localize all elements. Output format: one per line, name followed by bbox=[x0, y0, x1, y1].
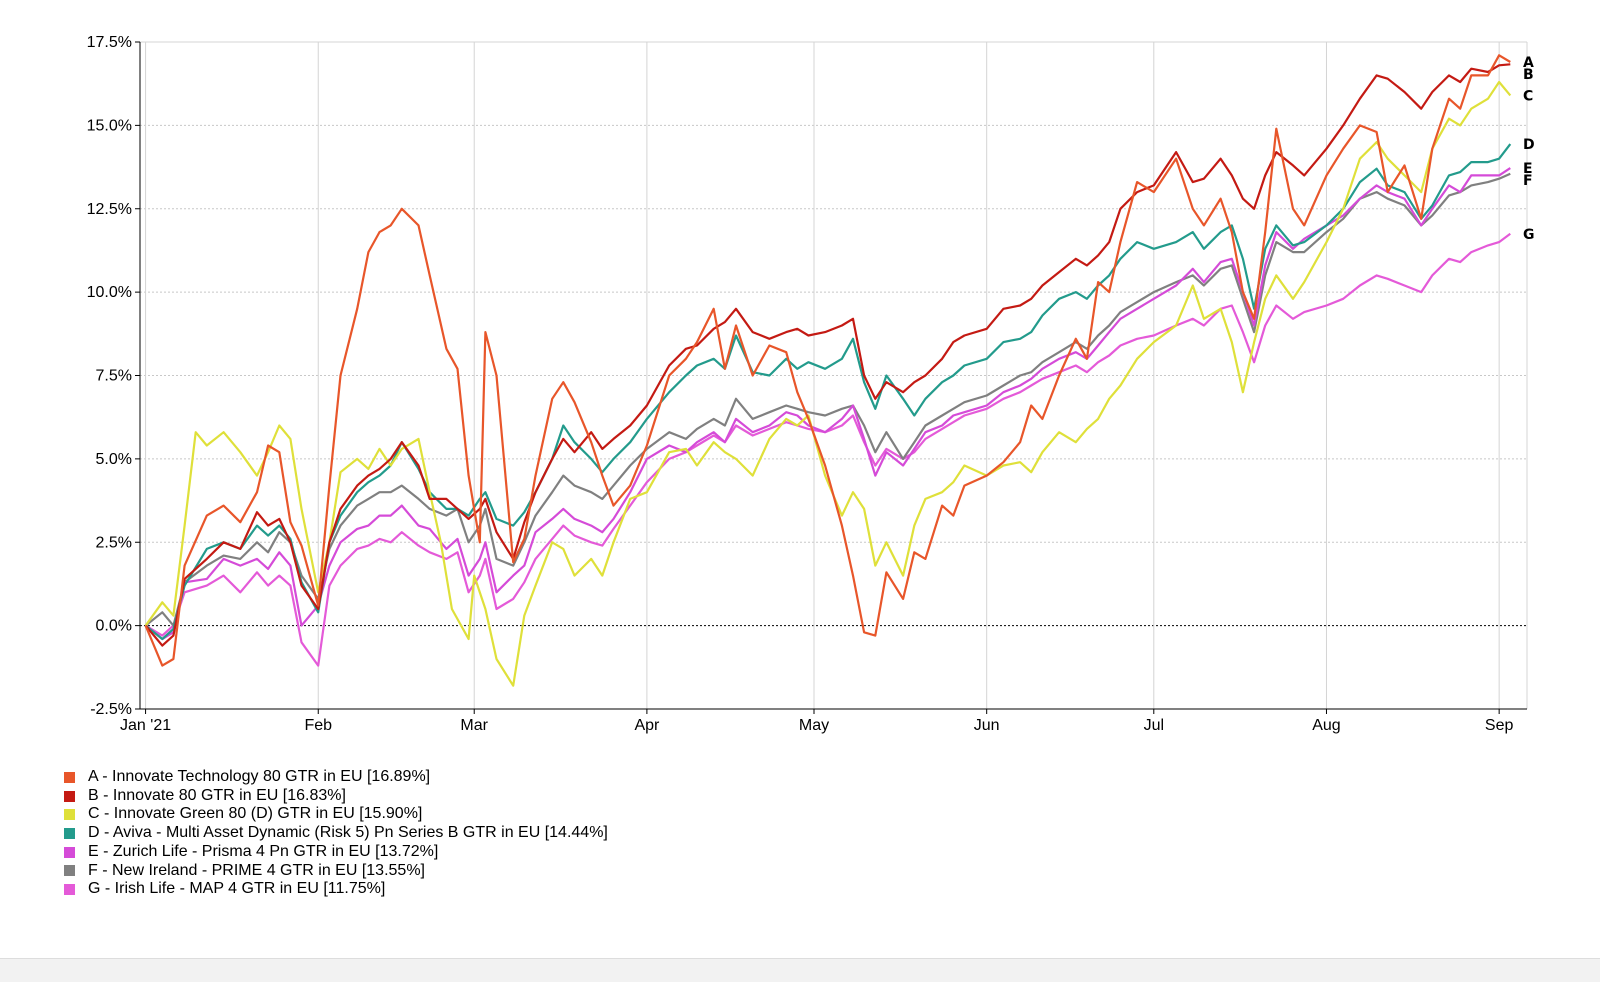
y-tick-label: 12.5% bbox=[87, 201, 132, 218]
series-end-label-b: B bbox=[1523, 67, 1534, 83]
legend-swatch bbox=[64, 771, 75, 783]
series-end-label-e: E bbox=[1523, 161, 1533, 177]
legend-label: B - Innovate 80 GTR in EU [16.83%] bbox=[88, 786, 346, 804]
x-axis-ticks: Jan '21 Feb Mar Apr May Jun Jul Aug Sep bbox=[120, 709, 1513, 734]
series-end-label-g: G bbox=[1523, 227, 1535, 243]
legend-label: E - Zurich Life - Prisma 4 Pn GTR in EU … bbox=[88, 842, 439, 860]
x-tick-label: Jan '21 bbox=[120, 717, 171, 734]
legend-item-b: B - Innovate 80 GTR in EU [16.83%] bbox=[64, 787, 608, 806]
series-line-f bbox=[144, 172, 1511, 627]
legend-label: G - Irish Life - MAP 4 GTR in EU [11.75%… bbox=[88, 880, 386, 898]
y-tick-label: -2.5% bbox=[90, 701, 132, 718]
legend-item-g: G - Irish Life - MAP 4 GTR in EU [11.75%… bbox=[64, 880, 608, 899]
legend-item-e: E - Zurich Life - Prisma 4 Pn GTR in EU … bbox=[64, 843, 608, 862]
series-line-e bbox=[144, 167, 1511, 641]
x-tick-label: Sep bbox=[1485, 717, 1514, 734]
y-tick-label: 15.0% bbox=[87, 117, 132, 134]
y-tick-label: 10.0% bbox=[87, 284, 132, 301]
y-tick-label: 7.5% bbox=[96, 368, 132, 385]
series-line-b bbox=[144, 63, 1511, 647]
legend-swatch bbox=[64, 827, 75, 839]
legend-swatch bbox=[64, 809, 75, 821]
y-tick-label: 2.5% bbox=[96, 534, 132, 551]
y-tick-label: 0.0% bbox=[96, 618, 132, 635]
x-tick-label: Jun bbox=[974, 717, 1000, 734]
legend: A - Innovate Technology 80 GTR in EU [16… bbox=[64, 768, 608, 899]
legend-item-c: C - Innovate Green 80 (D) GTR in EU [15.… bbox=[64, 805, 608, 824]
legend-label: A - Innovate Technology 80 GTR in EU [16… bbox=[88, 768, 431, 785]
line-chart: 17.5% 15.0% 12.5% 10.0% 7.5% 5.0% 2.5% 0.0% -2.5… bbox=[87, 34, 1535, 734]
series-end-label-a: A bbox=[1523, 55, 1534, 71]
series-line-d bbox=[144, 143, 1512, 641]
legend-label: C - Innovate Green 80 (D) GTR in EU [15.… bbox=[88, 805, 423, 823]
series-end-label-f: F bbox=[1523, 173, 1533, 189]
legend-item-d: D - Aviva - Multi Asset Dynamic (Risk 5)… bbox=[64, 824, 608, 843]
legend-label: D - Aviva - Multi Asset Dynamic (Risk 5)… bbox=[88, 824, 608, 842]
legend-swatch bbox=[64, 884, 75, 896]
axes bbox=[139, 41, 1528, 710]
legend-swatch bbox=[64, 865, 75, 877]
legend-swatch bbox=[64, 846, 75, 858]
legend-swatch bbox=[64, 790, 75, 802]
x-tick-label: May bbox=[799, 717, 829, 734]
series-end-label-c: C bbox=[1523, 88, 1533, 104]
legend-item-f: F - New Ireland - PRIME 4 GTR in EU [13.… bbox=[64, 862, 608, 881]
x-tick-label: Apr bbox=[634, 717, 660, 734]
series-lines bbox=[144, 54, 1512, 687]
series-end-labels: ABC DEF G bbox=[1523, 55, 1535, 243]
series-line-g bbox=[145, 232, 1511, 667]
y-axis-ticks: 17.5% 15.0% 12.5% 10.0% 7.5% 5.0% 2.5% 0.0% -2.5… bbox=[87, 34, 140, 718]
series-end-label-d: D bbox=[1523, 137, 1535, 153]
grid bbox=[140, 41, 1527, 709]
y-tick-label: 17.5% bbox=[87, 34, 132, 51]
legend-item-a: A - Innovate Technology 80 GTR in EU [16… bbox=[64, 768, 608, 787]
x-tick-label: Aug bbox=[1312, 717, 1340, 734]
legend-label: F - New Ireland - PRIME 4 GTR in EU [13.… bbox=[88, 861, 425, 879]
series-line-a bbox=[144, 54, 1511, 667]
x-tick-label: Jul bbox=[1144, 717, 1164, 734]
series-line-c bbox=[144, 80, 1512, 687]
y-tick-label: 5.0% bbox=[96, 451, 132, 468]
x-tick-label: Mar bbox=[460, 717, 488, 734]
x-tick-label: Feb bbox=[304, 717, 332, 734]
bottom-bar bbox=[0, 958, 1600, 982]
